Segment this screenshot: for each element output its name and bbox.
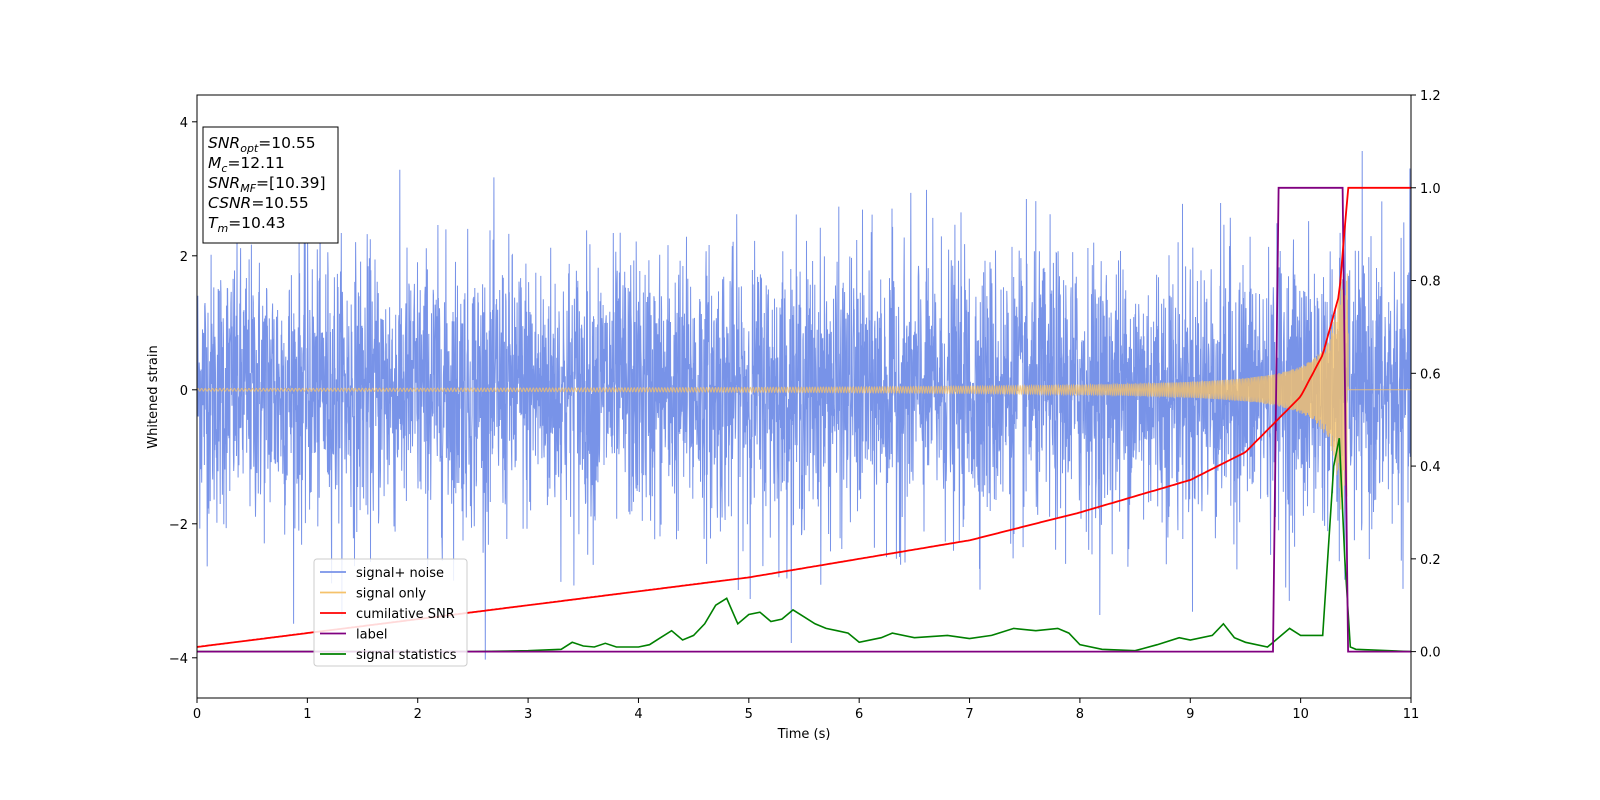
y-left-tick-label: 2 (180, 250, 188, 265)
annotation-value: =10.55 (251, 194, 308, 212)
annotation-subscript: MF (240, 182, 256, 195)
x-tick-label: 4 (634, 707, 642, 722)
annotation-frame (202, 126, 339, 244)
y-right-tick-label: 0.8 (1420, 275, 1441, 290)
x-tick-label: 3 (524, 707, 532, 722)
y-right-tick-label: 0.0 (1420, 646, 1441, 661)
y-right-tick-label: 1.2 (1420, 89, 1441, 104)
legend-label: signal+ noise (356, 566, 444, 581)
legend-label: label (356, 628, 387, 643)
y-left-tick-label: −2 (169, 518, 188, 533)
legend-label: signal only (356, 587, 426, 602)
x-tick-label: 8 (1076, 707, 1084, 722)
y-axis-right: 0.0 0.2 0.4 0.6 0.8 1.0 1.2 (1411, 89, 1441, 661)
series-signal-only (197, 273, 1411, 511)
y-left-tick-label: 4 (180, 116, 188, 131)
y-axis-left: −4 −2 0 2 4 (169, 116, 197, 667)
metrics-annotation-box: SNRopt=10.55Mc=12.11SNRMF=[10.39]CSNR=10… (202, 126, 339, 244)
annotation-symbol: SNR (208, 174, 240, 192)
series-signal-statistics (197, 438, 1411, 653)
annotation-value: =10.43 (228, 214, 285, 232)
annotation-value: =[10.39] (256, 174, 325, 192)
annotation-line: SNRopt=10.55 (208, 134, 316, 155)
annotation-symbol: SNR (208, 134, 240, 152)
legend: signal+ noise signal only cumilative SNR la… (313, 558, 468, 667)
legend-label: cumilative SNR (356, 607, 455, 622)
annotation-subscript: opt (240, 142, 259, 155)
plot-frame (196, 94, 1412, 699)
x-axis-label: Time (s) (777, 727, 831, 742)
x-tick-label: 1 (303, 707, 311, 722)
y-right-tick-label: 1.0 (1420, 182, 1441, 197)
annotation-subscript: c (221, 162, 227, 175)
legend-label: signal statistics (356, 648, 457, 663)
annotation-line: SNRMF=[10.39] (208, 174, 326, 195)
series-label (197, 186, 1411, 653)
y-axis-label: Whitened strain (146, 345, 161, 448)
x-tick-label: 10 (1292, 707, 1309, 722)
x-tick-label: 9 (1186, 707, 1194, 722)
annotation-symbol: CSNR (208, 194, 251, 212)
annotation-subscript: m (217, 222, 228, 235)
annotation-symbol: M (208, 154, 221, 172)
annotation-symbol: T (208, 214, 219, 232)
x-tick-label: 11 (1403, 707, 1420, 722)
annotation-value: =12.11 (227, 154, 284, 172)
x-tick-label: 2 (414, 707, 422, 722)
annotation-line: CSNR=10.55 (208, 194, 309, 212)
y-right-tick-label: 0.6 (1420, 367, 1441, 382)
x-tick-label: 6 (855, 707, 863, 722)
legend-frame (313, 558, 468, 667)
annotation-line: Tm=10.43 (208, 214, 286, 235)
x-tick-label: 5 (745, 707, 753, 722)
y-right-tick-label: 0.2 (1420, 553, 1441, 568)
annotation-value: =10.55 (258, 134, 315, 152)
y-right-tick-label: 0.4 (1420, 460, 1441, 475)
x-tick-label: 7 (965, 707, 973, 722)
x-tick-label: 0 (193, 707, 201, 722)
x-axis: 0 1 2 3 4 5 6 7 8 9 10 11 (193, 698, 1419, 722)
y-left-tick-label: 0 (180, 384, 188, 399)
annotation-line: Mc=12.11 (208, 154, 285, 175)
y-left-tick-label: −4 (169, 652, 188, 667)
